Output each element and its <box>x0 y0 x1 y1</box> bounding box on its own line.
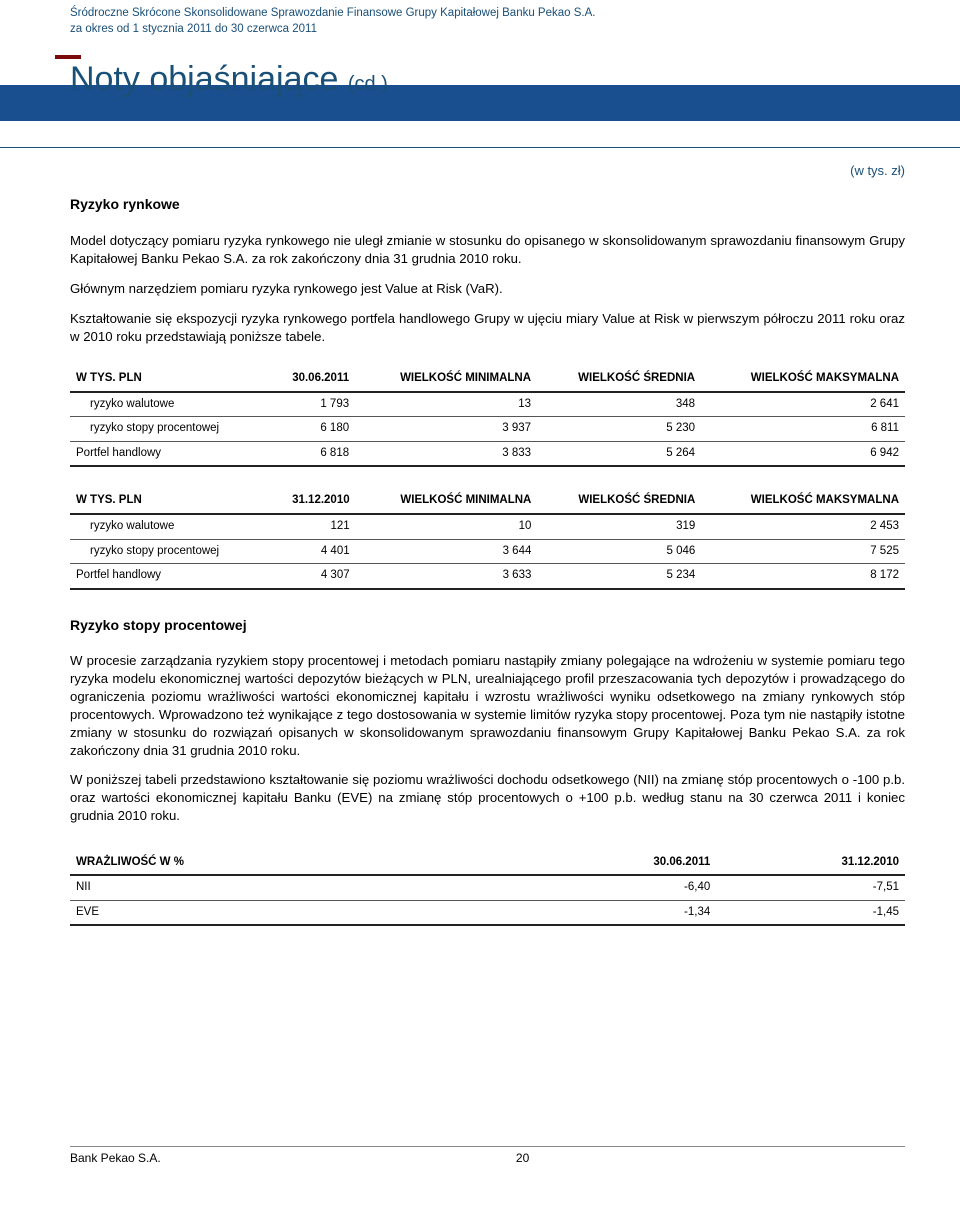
t1-r1-v0: 6 180 <box>267 417 355 442</box>
page-title: Noty objaśniające (cd.) <box>70 51 905 103</box>
t2-col4: WIELKOŚĆ MAKSYMALNA <box>701 489 905 514</box>
t1-col1: 30.06.2011 <box>267 367 355 392</box>
footer-left: Bank Pekao S.A. <box>70 1150 161 1166</box>
t1-col2: WIELKOŚĆ MINIMALNA <box>355 367 537 392</box>
t3-r1-v0: -1,34 <box>529 900 716 925</box>
var-table-2011: W TYS. PLN 30.06.2011 WIELKOŚĆ MINIMALNA… <box>70 367 905 467</box>
t3-col1: 30.06.2011 <box>529 851 716 876</box>
footer-page-number: 20 <box>516 1150 529 1166</box>
para-s1-p2: Głównym narzędziem pomiaru ryzyka rynkow… <box>70 280 905 298</box>
sensitivity-table: WRAŻLIWOŚĆ W % 30.06.2011 31.12.2010 NII… <box>70 851 905 927</box>
t1-r0-label: ryzyko walutowe <box>70 392 267 417</box>
t2-r2-v2: 5 234 <box>537 564 701 589</box>
para-s1-p3: Kształtowanie się ekspozycji ryzyka rynk… <box>70 310 905 346</box>
title-main: Noty objaśniające <box>70 60 348 98</box>
t2-r2-v1: 3 633 <box>356 564 538 589</box>
t1-r1-label: ryzyko stopy procentowej <box>70 417 267 442</box>
t1-r0-v0: 1 793 <box>267 392 355 417</box>
t1-r1-v2: 5 230 <box>537 417 701 442</box>
t2-col3: WIELKOŚĆ ŚREDNIA <box>537 489 701 514</box>
t1-col0: W TYS. PLN <box>70 367 267 392</box>
t2-r1-label: ryzyko stopy procentowej <box>70 539 267 564</box>
t2-col2: WIELKOŚĆ MINIMALNA <box>356 489 538 514</box>
t1-r2-v0: 6 818 <box>267 441 355 466</box>
doc-header-line1: Śródroczne Skrócone Skonsolidowane Spraw… <box>70 6 905 22</box>
t3-r0-label: NII <box>70 875 529 900</box>
t3-r1-label: EVE <box>70 900 529 925</box>
t2-r1-v0: 4 401 <box>267 539 355 564</box>
page-footer: Bank Pekao S.A. 20 <box>70 1146 905 1166</box>
unit-note: (w tys. zł) <box>70 162 905 180</box>
t1-col4: WIELKOŚĆ MAKSYMALNA <box>701 367 905 392</box>
para-s2-p1: W procesie zarządzania ryzykiem stopy pr… <box>70 652 905 759</box>
t1-r2-v1: 3 833 <box>355 441 537 466</box>
t2-r0-v3: 2 453 <box>701 514 905 539</box>
t3-col2: 31.12.2010 <box>716 851 905 876</box>
t1-r1-v1: 3 937 <box>355 417 537 442</box>
t1-r1-v3: 6 811 <box>701 417 905 442</box>
doc-header-line2: za okres od 1 stycznia 2011 do 30 czerwc… <box>70 22 905 38</box>
t1-r0-v2: 348 <box>537 392 701 417</box>
section-heading-stopy-procentowej: Ryzyko stopy procentowej <box>70 616 905 635</box>
t1-r2-v2: 5 264 <box>537 441 701 466</box>
t2-col0: W TYS. PLN <box>70 489 267 514</box>
t2-r1-v3: 7 525 <box>701 539 905 564</box>
t2-col1: 31.12.2010 <box>267 489 355 514</box>
t3-r1-v1: -1,45 <box>716 900 905 925</box>
para-s1-p1: Model dotyczący pomiaru ryzyka rynkowego… <box>70 232 905 268</box>
t2-r0-v2: 319 <box>537 514 701 539</box>
t3-r0-v0: -6,40 <box>529 875 716 900</box>
para-s2-p2: W poniższej tabeli przedstawiono kształt… <box>70 771 905 824</box>
t2-r2-v3: 8 172 <box>701 564 905 589</box>
t2-r1-v1: 3 644 <box>356 539 538 564</box>
t2-r2-v0: 4 307 <box>267 564 355 589</box>
t2-r0-v0: 121 <box>267 514 355 539</box>
t1-r2-v3: 6 942 <box>701 441 905 466</box>
title-cd: (cd.) <box>348 73 388 95</box>
title-underline <box>0 147 960 148</box>
t3-r0-v1: -7,51 <box>716 875 905 900</box>
t2-r0-v1: 10 <box>356 514 538 539</box>
t1-r0-v3: 2 641 <box>701 392 905 417</box>
section-heading-ryzyko-rynkowe: Ryzyko rynkowe <box>70 195 905 214</box>
t1-r0-v1: 13 <box>355 392 537 417</box>
t2-r0-label: ryzyko walutowe <box>70 514 267 539</box>
t3-col0: WRAŻLIWOŚĆ W % <box>70 851 529 876</box>
t2-r2-label: Portfel handlowy <box>70 564 267 589</box>
t1-col3: WIELKOŚĆ ŚREDNIA <box>537 367 701 392</box>
t2-r1-v2: 5 046 <box>537 539 701 564</box>
t1-r2-label: Portfel handlowy <box>70 441 267 466</box>
var-table-2010: W TYS. PLN 31.12.2010 WIELKOŚĆ MINIMALNA… <box>70 489 905 589</box>
